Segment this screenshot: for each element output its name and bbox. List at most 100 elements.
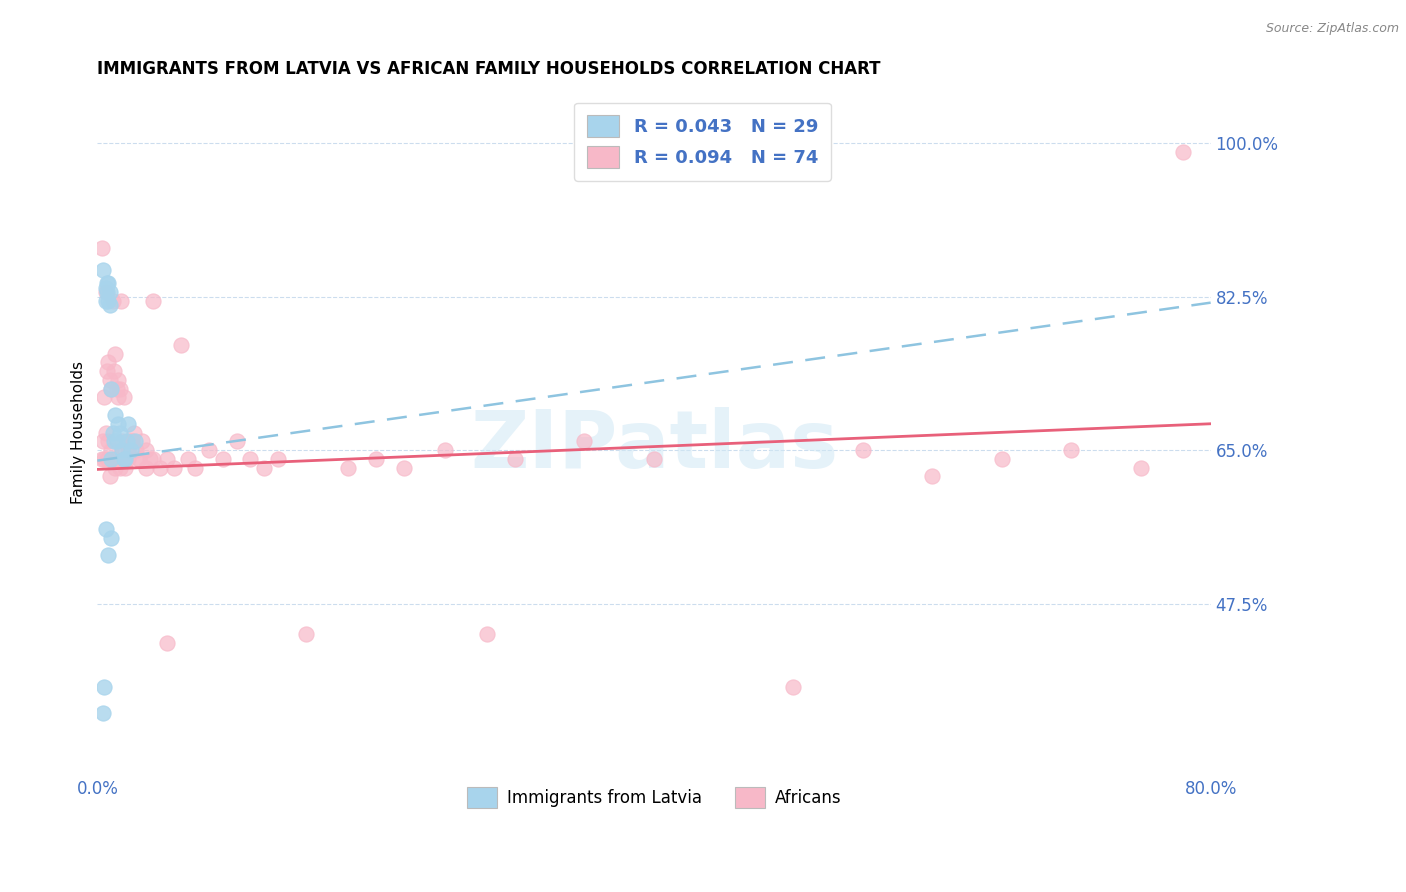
Point bbox=[114, 460, 136, 475]
Point bbox=[91, 263, 114, 277]
Point bbox=[103, 451, 125, 466]
Point bbox=[96, 285, 118, 299]
Point bbox=[239, 451, 262, 466]
Point bbox=[921, 469, 943, 483]
Point bbox=[114, 451, 136, 466]
Point bbox=[142, 293, 165, 308]
Point bbox=[295, 627, 318, 641]
Point bbox=[98, 285, 121, 299]
Point bbox=[100, 382, 122, 396]
Point bbox=[101, 293, 124, 308]
Point bbox=[131, 434, 153, 449]
Point bbox=[97, 277, 120, 291]
Point bbox=[156, 451, 179, 466]
Point bbox=[434, 443, 457, 458]
Point bbox=[108, 382, 131, 396]
Point bbox=[100, 382, 122, 396]
Point bbox=[120, 443, 142, 458]
Point bbox=[112, 391, 135, 405]
Point bbox=[184, 460, 207, 475]
Point bbox=[96, 451, 118, 466]
Point bbox=[108, 425, 131, 440]
Point bbox=[267, 451, 290, 466]
Text: Source: ZipAtlas.com: Source: ZipAtlas.com bbox=[1265, 22, 1399, 36]
Point bbox=[115, 434, 138, 449]
Point bbox=[364, 451, 387, 466]
Point bbox=[105, 382, 128, 396]
Point bbox=[94, 281, 117, 295]
Point bbox=[97, 293, 120, 308]
Y-axis label: Family Households: Family Households bbox=[72, 361, 86, 504]
Point bbox=[128, 451, 150, 466]
Point bbox=[103, 364, 125, 378]
Point bbox=[1130, 460, 1153, 475]
Point bbox=[253, 460, 276, 475]
Point bbox=[104, 408, 127, 422]
Point bbox=[128, 451, 150, 466]
Point bbox=[782, 680, 804, 694]
Point bbox=[111, 434, 134, 449]
Point bbox=[96, 364, 118, 378]
Point bbox=[94, 522, 117, 536]
Point bbox=[97, 434, 120, 449]
Point bbox=[1060, 443, 1083, 458]
Point bbox=[574, 434, 596, 449]
Point bbox=[163, 460, 186, 475]
Point bbox=[90, 451, 112, 466]
Point bbox=[91, 434, 114, 449]
Point bbox=[117, 417, 139, 431]
Point bbox=[156, 636, 179, 650]
Point bbox=[98, 469, 121, 483]
Point bbox=[97, 355, 120, 369]
Point bbox=[110, 293, 132, 308]
Point bbox=[120, 434, 142, 449]
Point bbox=[104, 460, 127, 475]
Point bbox=[177, 451, 200, 466]
Point bbox=[101, 425, 124, 440]
Point bbox=[170, 338, 193, 352]
Point bbox=[142, 451, 165, 466]
Point bbox=[121, 434, 143, 449]
Point bbox=[122, 425, 145, 440]
Point bbox=[94, 285, 117, 299]
Point bbox=[105, 434, 128, 449]
Legend: Immigrants from Latvia, Africans: Immigrants from Latvia, Africans bbox=[460, 780, 848, 814]
Point bbox=[336, 460, 359, 475]
Point bbox=[135, 460, 157, 475]
Point bbox=[98, 298, 121, 312]
Text: ZIPatlas: ZIPatlas bbox=[470, 408, 838, 485]
Point bbox=[108, 460, 131, 475]
Point bbox=[104, 346, 127, 360]
Point bbox=[392, 460, 415, 475]
Point bbox=[852, 443, 875, 458]
Point bbox=[98, 373, 121, 387]
Point bbox=[211, 451, 233, 466]
Point bbox=[97, 549, 120, 563]
Point bbox=[100, 443, 122, 458]
Point bbox=[503, 451, 526, 466]
Point bbox=[225, 434, 247, 449]
Point bbox=[107, 373, 129, 387]
Point bbox=[125, 443, 148, 458]
Point bbox=[112, 451, 135, 466]
Point bbox=[91, 706, 114, 721]
Point bbox=[1171, 145, 1194, 159]
Point bbox=[93, 451, 115, 466]
Point bbox=[643, 451, 665, 466]
Point bbox=[117, 443, 139, 458]
Point bbox=[991, 451, 1014, 466]
Point bbox=[149, 460, 172, 475]
Point bbox=[114, 451, 136, 466]
Point bbox=[90, 241, 112, 255]
Point bbox=[103, 434, 125, 449]
Point bbox=[135, 443, 157, 458]
Point bbox=[94, 425, 117, 440]
Point bbox=[111, 443, 134, 458]
Point bbox=[100, 451, 122, 466]
Text: IMMIGRANTS FROM LATVIA VS AFRICAN FAMILY HOUSEHOLDS CORRELATION CHART: IMMIGRANTS FROM LATVIA VS AFRICAN FAMILY… bbox=[97, 60, 880, 78]
Point bbox=[475, 627, 498, 641]
Point bbox=[93, 391, 115, 405]
Point bbox=[107, 391, 129, 405]
Point bbox=[107, 417, 129, 431]
Point bbox=[139, 451, 162, 466]
